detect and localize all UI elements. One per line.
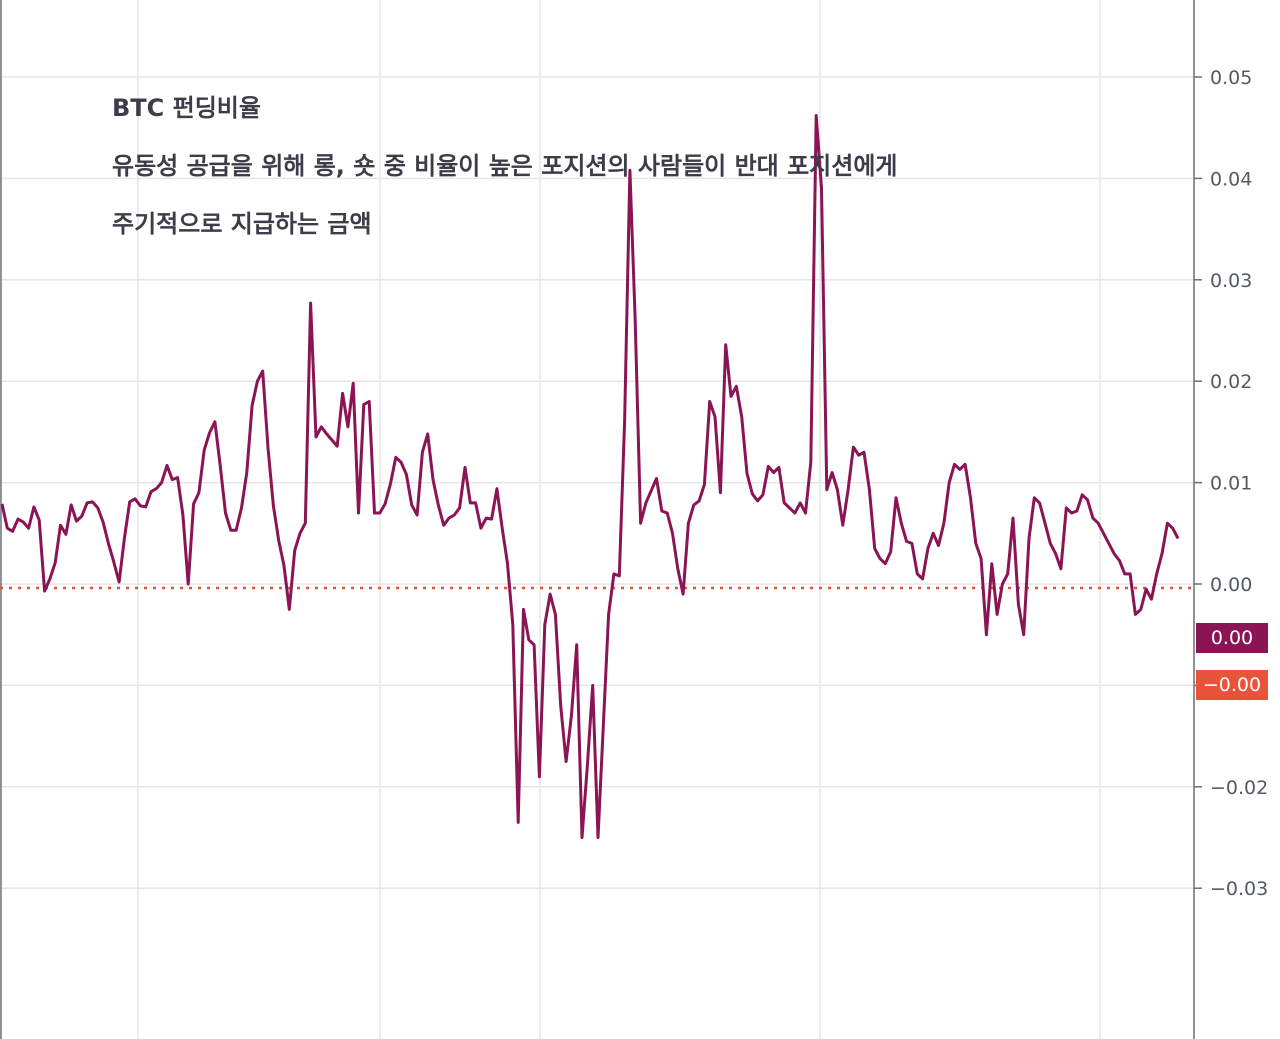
- y-tick-label: −0.03: [1210, 878, 1268, 900]
- chart-title: BTC 펀딩비율: [112, 94, 261, 122]
- grid-lines: [0, 0, 1194, 1039]
- funding-rate-series-line: [0, 114, 1180, 839]
- description-line-1: 유동성 공급을 위해 롱, 숏 중 비율이 높은 포지션의 사람들이 반대 포지…: [112, 152, 898, 180]
- y-tick-label: 0.03: [1210, 270, 1252, 292]
- reference-value-badge: −0.00: [1196, 670, 1268, 700]
- y-tick-label: 0.05: [1210, 67, 1252, 89]
- description-line-2: 주기적으로 지급하는 금액: [112, 210, 372, 238]
- y-tick-label: 0.04: [1210, 168, 1252, 190]
- last-value-badge: 0.00: [1196, 623, 1268, 653]
- y-tick-label: 0.02: [1210, 371, 1252, 393]
- y-axis-ticks: −0.03−0.02−0.010.000.010.020.030.040.050…: [1194, 67, 1268, 900]
- y-tick-label: 0.01: [1210, 473, 1252, 495]
- y-tick-label: 0.00: [1210, 574, 1252, 596]
- y-tick-label: −0.02: [1210, 777, 1268, 799]
